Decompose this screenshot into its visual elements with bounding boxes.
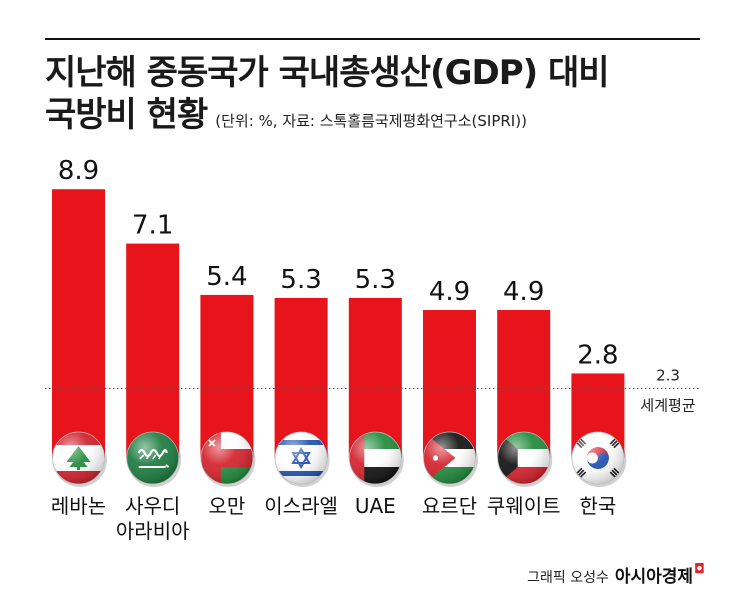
category-label-7: 쿠웨이트 bbox=[487, 494, 561, 518]
chart-title: 지난해 중동국가 국내총생산(GDP) 대비 국방비 현황 (단위: %, 자료:… bbox=[45, 52, 610, 142]
category-label-2-line-1: 사우디 bbox=[125, 494, 180, 518]
value-label-3: 5.4 bbox=[206, 262, 247, 292]
bar-4 bbox=[274, 297, 328, 458]
world-average-label: 세계평균 bbox=[640, 397, 695, 415]
israel-flag bbox=[274, 431, 330, 487]
category-label-2-line-2: 아라비아 bbox=[116, 519, 190, 543]
credit-author: 그래픽 오성수 bbox=[527, 570, 609, 586]
kuwait-flag bbox=[497, 431, 553, 487]
oman-flag bbox=[200, 431, 256, 487]
chart-subtitle: (단위: %, 자료: 스톡홀름국제평화연구소(SIPRI)) bbox=[215, 112, 527, 130]
world-average-value: 2.3 bbox=[656, 367, 680, 385]
bar-1 bbox=[52, 189, 105, 458]
bar-5 bbox=[348, 297, 402, 458]
bar-3 bbox=[200, 294, 254, 458]
category-label-5: UAE bbox=[355, 494, 396, 518]
top-rule bbox=[45, 38, 700, 40]
category-label-3: 오만 bbox=[208, 494, 245, 518]
category-label-8: 한국 bbox=[579, 494, 616, 518]
value-label-1: 8.9 bbox=[58, 156, 99, 186]
category-label-4: 이스라엘 bbox=[264, 494, 338, 518]
category-label-1: 레바논 bbox=[51, 494, 106, 518]
value-label-8: 2.8 bbox=[577, 340, 618, 370]
bar-2 bbox=[126, 243, 180, 458]
jordan-flag bbox=[423, 431, 478, 487]
title-line-1: 지난해 중동국가 국내총생산(GDP) 대비 bbox=[45, 53, 610, 93]
uae-flag bbox=[348, 431, 404, 487]
value-label-4: 5.3 bbox=[280, 265, 321, 295]
value-label-5: 5.3 bbox=[355, 265, 396, 295]
title-line-2: 국방비 현황 bbox=[45, 95, 208, 135]
value-label-2: 7.1 bbox=[132, 211, 173, 241]
title-line-2-wrap: 국방비 현황 (단위: %, 자료: 스톡홀름국제평화연구소(SIPRI)) bbox=[45, 94, 609, 142]
brand-mark-icon: ◘ bbox=[694, 562, 705, 577]
brand-name: 아시아경제 bbox=[614, 567, 694, 587]
category-label-6: 요르단 bbox=[422, 494, 477, 518]
value-label-6: 4.9 bbox=[429, 277, 470, 307]
value-label-7: 4.9 bbox=[503, 277, 544, 307]
saudi-arabia-flag bbox=[126, 431, 182, 487]
south-korea-flag bbox=[571, 431, 627, 487]
credit: 그래픽 오성수 아시아경제◘ bbox=[527, 562, 705, 587]
lebanon-flag bbox=[52, 431, 107, 487]
